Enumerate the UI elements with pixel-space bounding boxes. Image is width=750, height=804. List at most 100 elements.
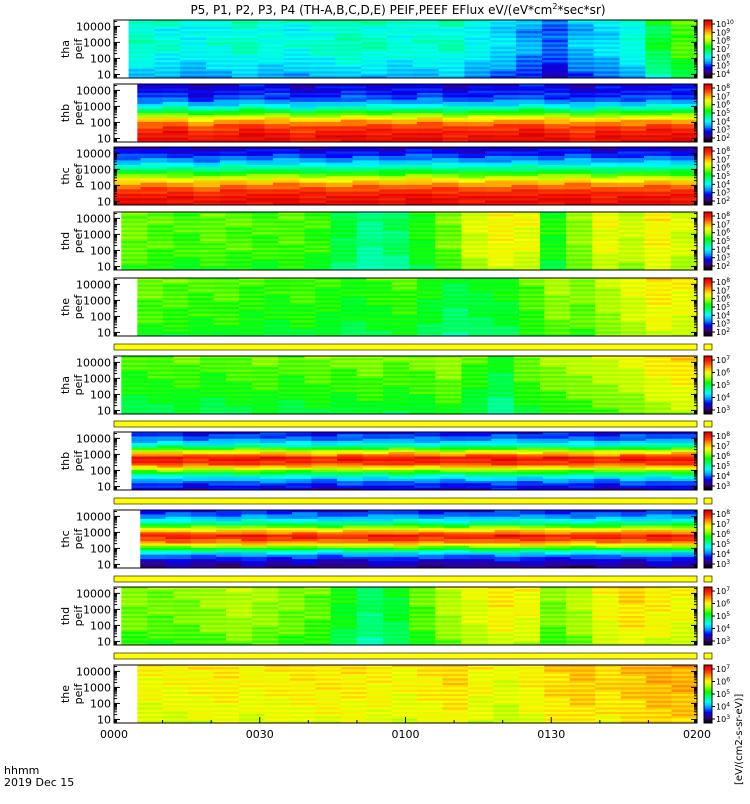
y-tick-label: 10 [97,480,111,493]
heatmap-cell [252,398,279,401]
heatmap-cell [232,62,258,65]
y-tick-label: 1000 [83,100,111,113]
heatmap-cell [239,320,265,323]
heatmap-cell [167,189,194,192]
heatmap-cell [644,160,671,163]
heatmap-cell [137,97,163,100]
heatmap-cell [595,320,621,323]
heatmap-cell [200,398,227,401]
colorbar-tick-label: 106 [716,368,730,378]
heatmap-cell [432,160,459,163]
heatmap-cell [443,320,469,323]
heatmap-cell [167,160,194,163]
y-tick-label: 100 [90,464,111,477]
heatmap-cell [311,474,337,477]
heatmap-cell [326,160,353,163]
heatmap-cell [121,398,148,401]
y-tick-label: 10 [97,260,111,273]
y-tick-label: 10 [97,326,111,339]
heatmap-cell [131,445,157,448]
heatmap-cell [543,445,569,448]
panel-probe-label: tha [59,40,72,58]
heatmap-cell [645,254,672,257]
y-tick-label: 10000 [76,84,111,97]
heatmap-cell [239,291,265,294]
heatmap-cell [544,320,570,323]
heatmap-cell [406,160,433,163]
panel-quantity-label: peef [72,100,85,126]
panel-probe-label: thc [59,167,72,184]
heatmap-cell [191,523,217,526]
heatmap-cell [595,126,621,129]
y-tick-label: 10000 [76,278,111,291]
heatmap-cell [232,33,258,36]
heatmap-cell [290,97,316,100]
heatmap-cell [671,189,698,192]
heatmap-cell [619,33,645,36]
figure-title-main: P5, P1, P2, P3, P4 (TH-A,B,C,D,E) PEIF,P… [190,3,552,17]
heatmap-cell [260,445,286,448]
panel-probe-label: thb [59,104,72,122]
heatmap-cell [566,225,593,228]
heatmap-cell [290,126,316,129]
heatmap-cell [439,62,465,65]
heatmap-cell [366,97,392,100]
heatmap-cell [341,320,367,323]
heatmap-cell [409,398,436,401]
colorbar-tick-label: 107 [716,355,730,365]
colorbar-tick-label: 102 [716,261,730,271]
heatmap-cell [485,189,512,192]
heatmap-cell [137,320,163,323]
y-tick-label: 10000 [76,20,111,33]
heatmap-cell [646,291,672,294]
heatmap-cell [265,126,291,129]
heatmap-cell [284,33,310,36]
heatmap-cell [671,62,697,65]
heatmap-cell [517,445,543,448]
heatmap-cell [618,189,645,192]
heatmap-cell [278,225,305,228]
heatmap-cell [209,474,235,477]
heatmap-cell [645,369,672,372]
colorbar-tick-label: 108 [716,431,730,441]
heatmap-cell [464,33,490,36]
heatmap-cell [592,369,619,372]
heatmap-cell [200,225,227,228]
heatmap-cell [129,33,155,36]
y-tick-label: 10000 [76,356,111,369]
heatmap-cell [490,33,516,36]
heatmap-cell [265,97,291,100]
heatmap-cell [540,398,567,401]
heatmap-cell [414,445,440,448]
heatmap-cell [141,189,168,192]
heatmap-cell [488,225,515,228]
heatmap-cell [147,254,174,257]
heatmap-cell [493,126,519,129]
heatmap-cell [129,62,155,65]
heatmap-cell [646,445,672,448]
heatmap-cell [591,189,618,192]
heatmap-cell [417,97,443,100]
heatmap-cell [214,126,240,129]
heatmap-cell [618,160,645,163]
heatmap-cell [214,97,240,100]
heatmap-cell [366,126,392,129]
heatmap-cell [493,291,519,294]
heatmap-cell [389,474,415,477]
heatmap-cell [671,369,698,372]
figure-title-tail: *sec*sr) [557,3,605,17]
heatmap-cell [671,445,697,448]
heatmap-cell [163,320,189,323]
heatmap-cell [188,97,214,100]
heatmap-cell [538,189,565,192]
heatmap-cell [331,225,358,228]
heatmap-cell [618,369,645,372]
heatmap-cell [646,474,672,477]
heatmap-cell [137,126,163,129]
heatmap-cell [239,126,265,129]
heatmap-cell [265,320,291,323]
